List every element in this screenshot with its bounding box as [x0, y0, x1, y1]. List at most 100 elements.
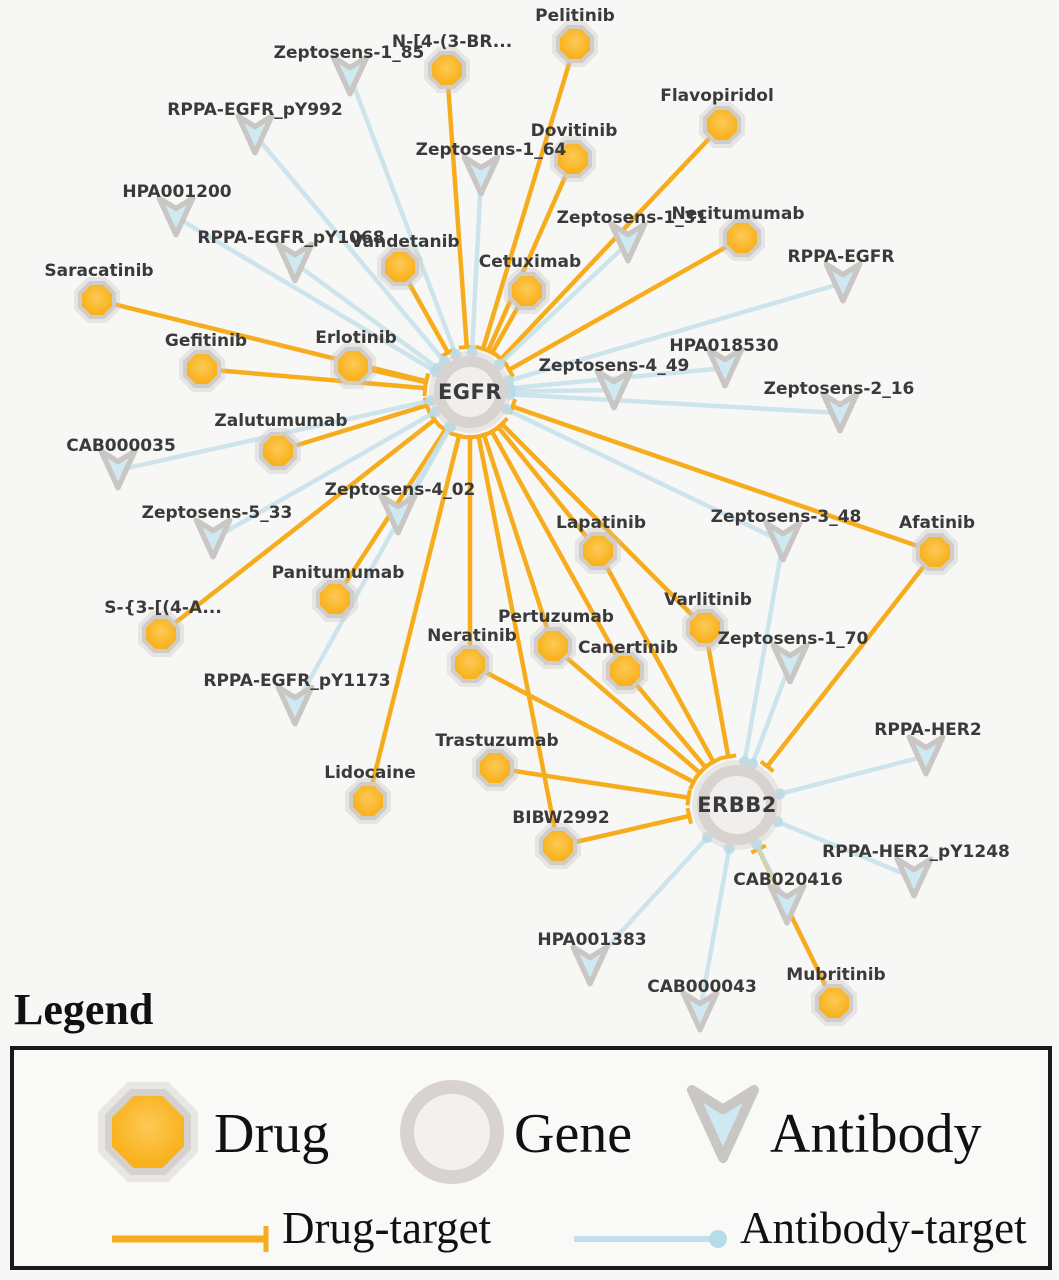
antibody-node-rppa_her2_py1248[interactable]: [893, 855, 935, 901]
node-label-hpa018530: HPA018530: [669, 336, 779, 356]
drug-node-necitumumab[interactable]: [719, 215, 765, 261]
drug-octagon-icon: [353, 786, 383, 816]
drug-node-pertuzumab[interactable]: [530, 623, 576, 669]
antibody-node-zeptosens_5_33[interactable]: [192, 516, 234, 562]
drug-node-bibw2992[interactable]: [535, 823, 581, 869]
node-label-cab000043: CAB000043: [647, 977, 757, 997]
drug-node-vandetanib[interactable]: [377, 244, 423, 290]
node-label-dovitinib: Dovitinib: [530, 121, 618, 141]
drug-node-zalutumumab[interactable]: [255, 428, 301, 474]
legend-heading: Legend: [14, 985, 154, 1034]
drug-node-gefitinib[interactable]: [179, 346, 225, 392]
node-label-flavopiridol: Flavopiridol: [660, 86, 774, 106]
antibody-node-rppa_egfr_py1068[interactable]: [274, 240, 316, 286]
antibody-chevron-icon: [594, 368, 634, 411]
drug-octagon-icon: [583, 536, 613, 566]
antibody-node-hpa001383[interactable]: [569, 943, 611, 989]
legend-gene-icon: [400, 1080, 504, 1184]
legend-drug-icon: [98, 1082, 198, 1182]
drug-node-pelitinib[interactable]: [552, 21, 598, 67]
antibody-node-rppa_egfr_py1173[interactable]: [274, 683, 316, 729]
antibody-node-rppa_egfr_py992[interactable]: [234, 112, 276, 158]
antibody-node-zeptosens_4_02[interactable]: [377, 492, 419, 538]
antibody-node-rppa_egfr[interactable]: [822, 260, 864, 306]
drug-octagon-icon: [920, 537, 950, 567]
drug-node-s3_4a[interactable]: [138, 611, 184, 657]
antibody-chevron-icon: [767, 883, 807, 926]
antibody-node-cab020416[interactable]: [766, 882, 808, 928]
antibody-node-zeptosens_1_70[interactable]: [769, 641, 811, 687]
legend-antibody-label: Antibody: [770, 1103, 982, 1165]
drug-node-lidocaine[interactable]: [345, 778, 391, 824]
antibody-node-zeptosens_1_31[interactable]: [607, 220, 649, 266]
antibody-chevron-icon: [461, 154, 501, 197]
drug-node-neratinib[interactable]: [447, 641, 493, 687]
node-label-gefitinib: Gefitinib: [164, 331, 248, 351]
node-label-vandetanib: Vandetanib: [350, 232, 460, 252]
legend-gene-label: Gene: [514, 1103, 633, 1165]
node-label-hpa001200: HPA001200: [122, 182, 232, 202]
gene-node-egfr[interactable]: EGFR: [434, 356, 506, 428]
edge-canertinib-erbb2: [623, 669, 713, 775]
node-label-zeptosens_3_48: Zeptosens-3_48: [710, 507, 862, 527]
drug-octagon-icon: [263, 436, 293, 466]
node-label-lapatinib: Lapatinib: [556, 513, 646, 533]
edge-afatinib-erbb2: [759, 550, 937, 773]
antibody-node-cab000035[interactable]: [97, 447, 139, 493]
node-label-mubritinib: Mubritinib: [786, 965, 886, 985]
edge-necitumumab-egfr: [503, 236, 744, 378]
drug-node-n4_3br[interactable]: [424, 47, 470, 93]
drug-node-saracatinib[interactable]: [74, 277, 120, 323]
legend-drug-target-label: Drug-target: [282, 1203, 492, 1253]
drug-node-cetuximab[interactable]: [504, 268, 550, 314]
drug-node-trastuzumab[interactable]: [472, 745, 518, 791]
drug-node-canertinib[interactable]: [602, 648, 648, 694]
drug-node-afatinib[interactable]: [912, 529, 958, 575]
antibody-chevron-icon: [98, 448, 138, 491]
antibody-chevron-icon: [275, 241, 315, 284]
drug-octagon-icon: [432, 55, 462, 85]
drug-node-lapatinib[interactable]: [575, 528, 621, 574]
drug-octagon-icon: [338, 351, 368, 381]
drug-octagon-icon: [727, 223, 757, 253]
antibody-node-rppa_her2[interactable]: [905, 733, 947, 779]
antibody-chevron-icon: [156, 195, 196, 238]
node-label-pelitinib: Pelitinib: [535, 6, 615, 26]
node-label-zeptosens_4_02: Zeptosens-4_02: [324, 480, 476, 500]
legend-antibody-target-line: [574, 1230, 727, 1248]
antibody-node-zeptosens_4_49[interactable]: [593, 367, 635, 413]
drug-node-mubritinib[interactable]: [811, 980, 857, 1026]
drug-node-varlitinib[interactable]: [682, 605, 728, 651]
gene-label-egfr: EGFR: [437, 380, 503, 404]
antibody-node-zeptosens_3_48[interactable]: [762, 519, 804, 565]
drug-octagon-icon: [543, 831, 573, 861]
legend-antibody-icon: [686, 1085, 760, 1164]
antibody-node-zeptosens_1_85[interactable]: [329, 53, 371, 99]
antibody-node-cab000043[interactable]: [679, 989, 721, 1035]
gene-node-erbb2[interactable]: ERBB2: [697, 765, 777, 845]
drug-octagon-icon: [558, 144, 588, 174]
legend-antibody-target-label: Antibody-target: [740, 1203, 1027, 1253]
node-label-cetuximab: Cetuximab: [478, 252, 582, 272]
drug-node-panitumumab[interactable]: [312, 576, 358, 622]
edge-n4_3br-egfr: [444, 69, 475, 350]
drug-node-dovitinib[interactable]: [550, 136, 596, 182]
antibody-node-hpa018530[interactable]: [704, 345, 746, 391]
antibody-chevron-icon: [906, 734, 946, 777]
drug-octagon-icon: [455, 649, 485, 679]
antibody-node-hpa001200[interactable]: [155, 194, 197, 240]
antibody-node-zeptosens_1_64[interactable]: [460, 153, 502, 199]
node-label-zeptosens_2_16: Zeptosens-2_16: [763, 379, 915, 399]
drug-octagon-icon: [512, 276, 542, 306]
drug-node-flavopiridol[interactable]: [699, 102, 745, 148]
drug-node-erlotinib[interactable]: [330, 343, 376, 389]
antibody-chevron-icon: [763, 520, 803, 563]
edge-rppa_her2_py1248-erbb2: [772, 816, 915, 881]
node-label-rppa_egfr: RPPA-EGFR: [787, 247, 895, 267]
drug-octagon-icon: [320, 584, 350, 614]
antibody-chevron-icon: [680, 990, 720, 1033]
antibody-chevron-icon: [275, 684, 315, 727]
antibody-node-zeptosens_2_16[interactable]: [819, 390, 861, 436]
